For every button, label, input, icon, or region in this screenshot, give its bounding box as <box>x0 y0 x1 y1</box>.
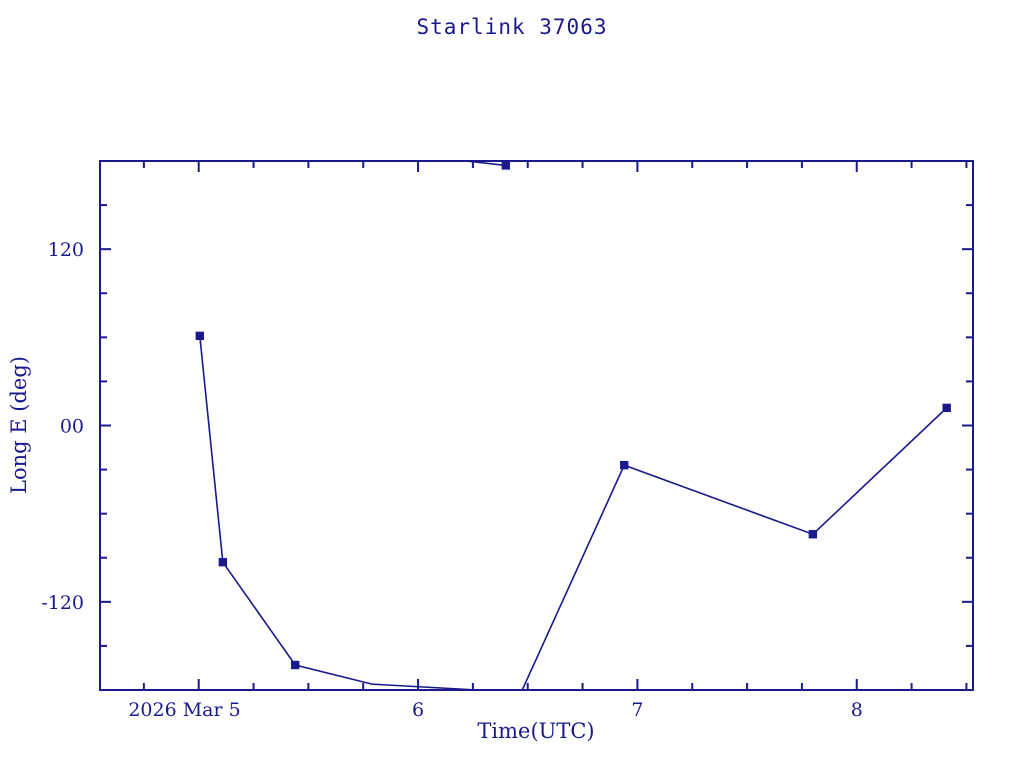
series-line <box>199 335 478 690</box>
plot-frame <box>99 160 974 691</box>
y-axis-tick-label: -120 <box>41 592 84 614</box>
axis-ticks <box>100 161 973 690</box>
data-point-marker <box>195 331 205 341</box>
x-axis-title: Time(UTC) <box>477 719 594 743</box>
data-point-marker <box>620 460 629 470</box>
x-axis-tick-label: 2026 Mar 5 <box>128 699 240 721</box>
x-axis-tick-label: 7 <box>631 699 643 721</box>
data-point-marker <box>501 161 510 170</box>
data-point-marker <box>942 403 951 413</box>
y-axis-tick-label: 120 <box>48 239 84 261</box>
series-line <box>436 161 506 167</box>
y-axis-title: Long E (deg) <box>7 356 31 494</box>
x-axis-tick-label: 8 <box>851 699 863 721</box>
data-point-marker <box>291 660 300 670</box>
axis-tick-labels: 2026 Mar 5 6 7 8 120 00 -120 <box>41 239 862 721</box>
data-point-marker <box>218 557 228 567</box>
series-line <box>521 407 948 690</box>
chart-title: Starlink 37063 <box>416 15 608 39</box>
data-markers <box>195 161 951 670</box>
data-point-marker <box>808 530 818 539</box>
y-axis-tick-label: 00 <box>60 416 84 438</box>
x-axis-tick-label: 6 <box>412 699 424 721</box>
data-series <box>199 161 948 690</box>
